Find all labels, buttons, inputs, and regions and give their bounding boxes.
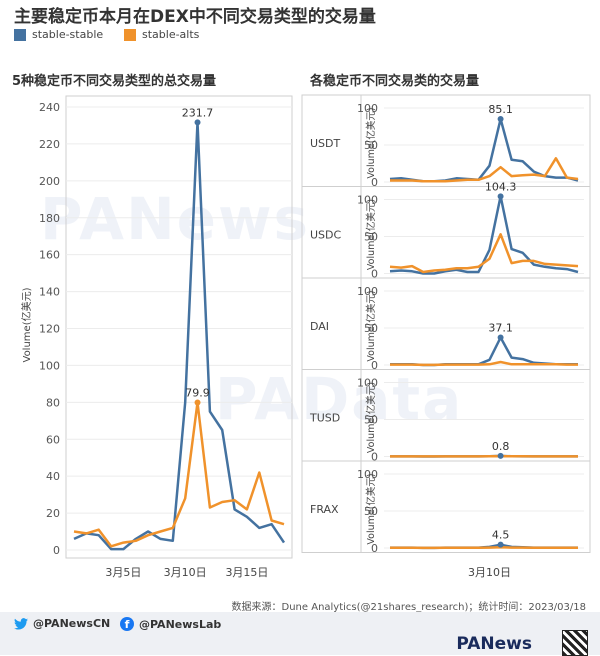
panel-label-USDT: USDT [310, 137, 341, 150]
panel-label-USDC: USDC [310, 229, 342, 242]
main-y-tick-label: 180 [39, 212, 60, 225]
main-y-tick-label: 40 [46, 470, 60, 483]
main-x-tick-label: 3月5日 [105, 566, 141, 579]
main-y-tick-label: 80 [46, 396, 60, 409]
main-peak-label: 231.7 [182, 106, 214, 119]
panel-peak-label-FRAX: 4.5 [492, 529, 510, 542]
panel-peak-marker [498, 453, 504, 459]
main-plot-frame [66, 96, 292, 558]
main-y-axis-label: Volume(亿美元) [20, 287, 33, 362]
panel-peak-label-USDT: 85.1 [488, 103, 513, 116]
panel-y-axis-label: Volume(亿美元) [365, 382, 377, 453]
main-peak-label: 79.9 [185, 387, 210, 400]
panel-label-FRAX: FRAX [310, 503, 339, 516]
panel-y-axis-label: Volume(亿美元) [365, 473, 377, 544]
main-y-tick-label: 60 [46, 433, 60, 446]
panel-peak-marker [498, 193, 504, 199]
main-y-tick-label: 160 [39, 249, 60, 262]
panel-x-tick-label: 3月10日 [468, 566, 511, 579]
panel-frame [302, 370, 590, 462]
panel-y-axis-label: Volume(亿美元) [365, 199, 377, 270]
panel-peak-marker [498, 116, 504, 122]
main-y-tick-label: 140 [39, 286, 60, 299]
main-peak-marker [195, 119, 201, 125]
panel-peak-label-DAI: 37.1 [488, 322, 513, 335]
qr-code-icon [562, 630, 588, 656]
panel-FRAX-line-stable-alts [390, 547, 578, 548]
main-chart-title: 5种稳定币不同交易类型的总交易量 [12, 73, 216, 89]
main-y-tick-label: 100 [39, 359, 60, 372]
panel-peak-label-USDC: 104.3 [485, 180, 517, 193]
facebook-icon: f [120, 617, 134, 631]
main-y-tick-label: 20 [46, 507, 60, 520]
panel-frame [302, 461, 590, 553]
footer-source: 数据来源：Dune Analytics(@21shares_research)；… [232, 598, 586, 613]
panel-y-axis-label: Volume(亿美元) [365, 290, 377, 361]
facebook-handle-text: @PANewsLab [139, 618, 221, 631]
twitter-handle[interactable]: @PANewsCN [14, 617, 110, 630]
panel-peak-marker [498, 335, 504, 341]
main-x-tick-label: 3月10日 [164, 566, 207, 579]
panel-label-DAI: DAI [310, 320, 329, 333]
main-y-tick-label: 240 [39, 101, 60, 114]
main-peak-marker [195, 400, 201, 406]
main-y-tick-label: 220 [39, 138, 60, 151]
main-y-tick-label: 0 [53, 544, 60, 557]
chart-canvas: 5种稳定币不同交易类型的总交易量 0 20 40 60 80 100 120 140 160 180… [0, 0, 600, 612]
panel-label-TUSD: TUSD [309, 412, 340, 425]
brand-logo: PANews [456, 634, 532, 654]
main-line-stable-stable [74, 122, 284, 549]
main-y-tick-label: 200 [39, 175, 60, 188]
panel-DAI-line-stable-stable [390, 338, 578, 366]
panel-y-axis-label: Volume(亿美元) [365, 107, 377, 178]
panel-peak-marker [498, 542, 504, 548]
panel-frame [302, 278, 590, 370]
main-x-tick-label: 3月15日 [225, 566, 268, 579]
panel-chart-title: 各稳定币不同交易类的交易量 [309, 73, 479, 89]
panel-peak-label-TUSD: 0.8 [492, 440, 510, 453]
twitter-handle-text: @PANewsCN [33, 617, 110, 630]
facebook-handle[interactable]: f @PANewsLab [120, 617, 221, 631]
main-y-tick-label: 120 [39, 323, 60, 336]
panel-USDT-line-stable-stable [390, 119, 578, 181]
twitter-icon [14, 618, 28, 630]
